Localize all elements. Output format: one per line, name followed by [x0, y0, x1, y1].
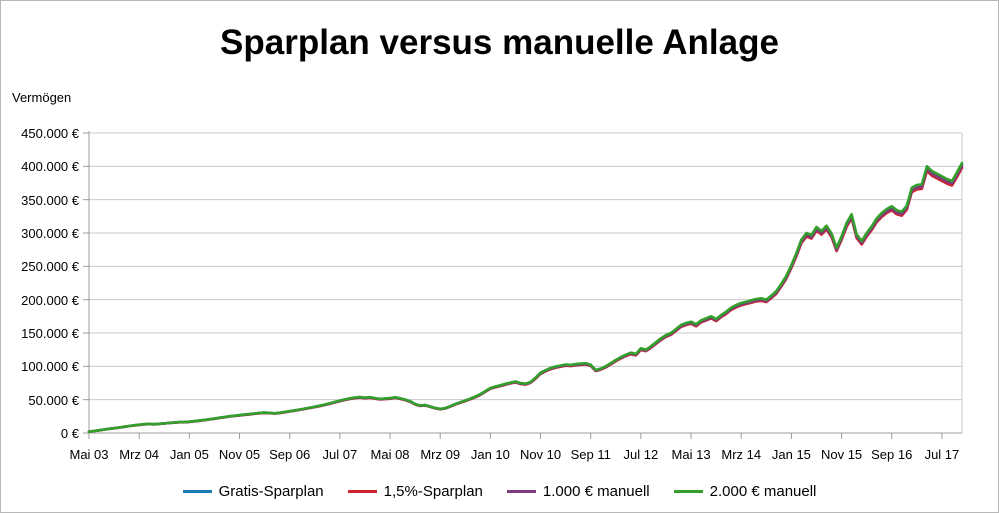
x-tick-label: Jan 10 — [470, 447, 510, 462]
chart-title: Sparplan versus manuelle Anlage — [220, 23, 779, 62]
legend-item-2-000-manuell: 2.000 € manuell — [673, 483, 817, 500]
x-tick-label: Mrz 09 — [420, 447, 461, 462]
x-tick-label: Jan 05 — [169, 447, 209, 462]
x-tick-label: Sep 11 — [570, 447, 611, 462]
legend-line-swatch — [347, 490, 377, 493]
legend-item-1-000-manuell: 1.000 € manuell — [506, 483, 650, 500]
x-tick-label: Jul 17 — [924, 447, 960, 462]
x-tick-label: Jan 15 — [771, 447, 811, 462]
y-tick-label: 50.000 € — [28, 392, 79, 408]
y-tick-label: 250.000 € — [21, 259, 79, 275]
legend-label: 2.000 € manuell — [709, 483, 817, 500]
x-tick-label: Jul 12 — [623, 447, 659, 462]
legend-line-swatch — [182, 490, 212, 493]
legend-label: 1.000 € manuell — [542, 483, 650, 500]
series-line-1-000-manuell — [87, 164, 964, 434]
y-tick-label: 0 € — [60, 426, 79, 441]
x-tick-label: Mai 08 — [370, 447, 410, 462]
y-tick-label: 450.000 € — [21, 126, 79, 141]
chart-legend: Gratis-Sparplan 1,5%-Sparplan 1.000 € manu… — [1, 483, 998, 500]
legend-line-swatch — [506, 490, 536, 493]
x-tick-label: Nov 10 — [519, 447, 562, 462]
y-tick-label: 350.000 € — [21, 192, 79, 208]
x-tick-label: Mrz 04 — [119, 447, 160, 462]
legend-label: 1,5%-Sparplan — [383, 483, 483, 500]
x-tick-label: Mrz 14 — [721, 447, 762, 462]
legend-line-swatch — [673, 490, 703, 493]
y-tick-label: 100.000 € — [21, 359, 79, 375]
legend-item-gratis-sparplan: Gratis-Sparplan — [182, 483, 324, 500]
y-axis-title: Vermögen — [12, 90, 72, 105]
y-tick-label: 200.000 € — [21, 292, 79, 308]
x-tick-label: Jul 07 — [322, 447, 358, 462]
x-tick-label: Nov 05 — [218, 447, 261, 462]
y-tick-label: 300.000 € — [21, 226, 79, 241]
x-tick-label: Sep 06 — [269, 447, 311, 462]
legend-item-1-5-sparplan: 1,5%-Sparplan — [347, 483, 483, 500]
y-tick-label: 150.000 € — [21, 326, 79, 341]
x-tick-label: Mai 03 — [69, 447, 109, 462]
x-tick-label: Sep 16 — [871, 447, 913, 462]
x-tick-label: Mai 13 — [671, 447, 711, 462]
x-tick-label: Nov 15 — [820, 447, 863, 462]
legend-label: Gratis-Sparplan — [218, 483, 324, 500]
series-line-gratis-sparplan — [87, 162, 964, 434]
series-line-2-000-manuell — [87, 161, 964, 434]
y-tick-label: 400.000 € — [21, 159, 79, 175]
